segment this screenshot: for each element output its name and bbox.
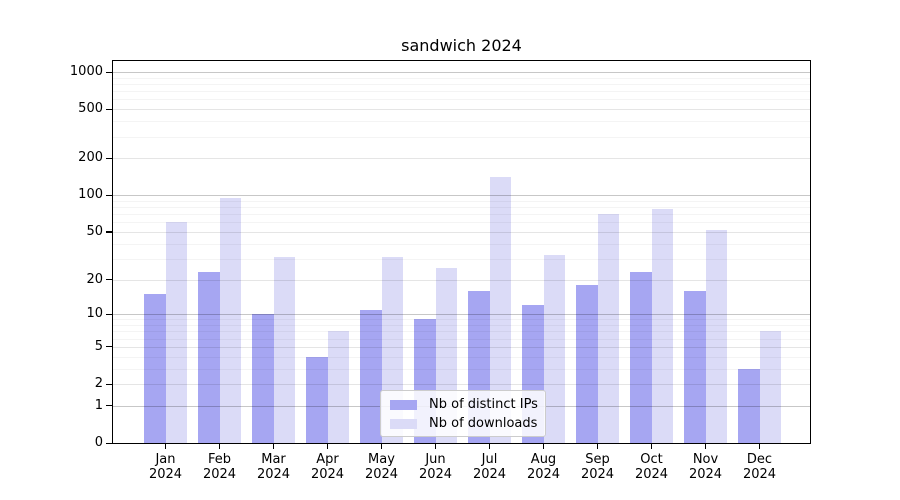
x-tick-label: Dec 2024 [742,452,777,482]
x-tick-mark [489,444,491,449]
gridline-major [113,195,810,197]
legend-entry-downloads: Nb of downloads [381,414,545,433]
x-tick-mark [165,444,167,449]
gridline-major [113,72,810,73]
legend-label-distinct-ips: Nb of distinct IPs [429,397,538,412]
bar-distinct-ips-nov [684,290,706,443]
gridline-major [113,279,810,281]
bar-downloads-oct [651,209,673,443]
gridline-major [113,314,810,316]
bar-downloads-nov [705,229,727,443]
gridline-minor [113,91,810,93]
legend-label-downloads: Nb of downloads [429,416,538,431]
gridline-minor [113,222,810,224]
y-tick-label: 0 [94,435,103,450]
x-tick-mark [435,444,437,449]
gridline-minor [113,338,810,340]
x-tick-label: Mar 2024 [256,452,291,482]
gridline-minor [113,356,810,358]
bar-downloads-apr [327,331,349,443]
bar-distinct-ips-dec [738,368,760,443]
x-tick-mark [273,444,275,449]
y-tick-label: 100 [78,187,103,203]
gridline-minor [113,99,810,101]
x-tick-label: May 2024 [364,452,399,482]
gridline-major [113,231,810,233]
gridline-minor [113,77,810,79]
bar-distinct-ips-oct [630,272,652,443]
gridline-major [113,158,810,160]
gridline-major [113,384,810,385]
bar-downloads-jan [165,222,187,443]
gridline-major [113,109,810,111]
legend-entry-distinct-ips: Nb of distinct IPs [381,395,545,414]
bar-distinct-ips-sep [576,284,598,443]
gridline-minor [113,207,810,208]
bar-distinct-ips-apr [306,356,328,443]
bar-downloads-mar [273,256,295,443]
y-tick-label: 50 [86,223,103,239]
gridline-minor [113,243,810,245]
gridline-minor [113,121,810,123]
gridline-minor [113,200,810,202]
legend-swatch-distinct-ips-icon [390,399,417,410]
legend-swatch-downloads-icon [390,418,417,429]
gridline-minor [113,331,810,333]
x-tick-label: Jul 2024 [472,452,507,482]
y-tick-label: 10 [86,306,103,322]
x-tick-label: Aug 2024 [526,452,561,482]
y-tick-label: 1 [94,397,103,413]
grid-layer [113,61,810,443]
gridline-minor [113,258,810,260]
x-tick-mark [327,444,329,449]
x-tick-label: Apr 2024 [310,452,345,482]
y-tick-label: 500 [78,101,103,117]
x-tick-label: Jun 2024 [418,452,453,482]
y-tick-label: 1000 [69,64,103,79]
bar-downloads-feb [219,197,241,443]
y-tick-label: 200 [78,150,103,166]
y-tick-label: 20 [86,271,103,287]
x-tick-mark [219,444,221,449]
y-tick-label: 2 [94,376,103,391]
gridline-minor [113,214,810,216]
gridline-minor [113,136,810,138]
gridline-minor [113,319,810,321]
x-tick-mark [543,444,545,449]
gridline-minor [113,368,810,370]
x-tick-mark [651,444,653,449]
bar-distinct-ips-may [360,309,382,443]
bar-distinct-ips-mar [252,314,274,443]
gridline-minor [113,325,810,326]
x-tick-label: Oct 2024 [634,452,669,482]
y-tick-label: 5 [94,338,103,354]
bar-downloads-jul [489,177,511,443]
x-tick-label: Jan 2024 [148,452,183,482]
bar-downloads-aug [543,255,565,443]
bar-downloads-dec [759,331,781,443]
bar-downloads-sep [597,214,619,443]
x-tick-label: Nov 2024 [688,452,723,482]
x-tick-label: Feb 2024 [202,452,237,482]
x-tick-mark [597,444,599,449]
bar-distinct-ips-jan [144,294,166,443]
gridline-minor [113,84,810,85]
legend: Nb of distinct IPs Nb of downloads [380,390,546,437]
plot-area: Nb of distinct IPs Nb of downloads [112,60,811,444]
x-tick-label: Sep 2024 [580,452,615,482]
x-tick-mark [705,444,707,449]
chart-title: sandwich 2024 [401,36,522,55]
gridline-major [113,346,810,348]
x-tick-mark [759,444,761,449]
bar-distinct-ips-feb [198,272,220,443]
x-tick-mark [381,444,383,449]
